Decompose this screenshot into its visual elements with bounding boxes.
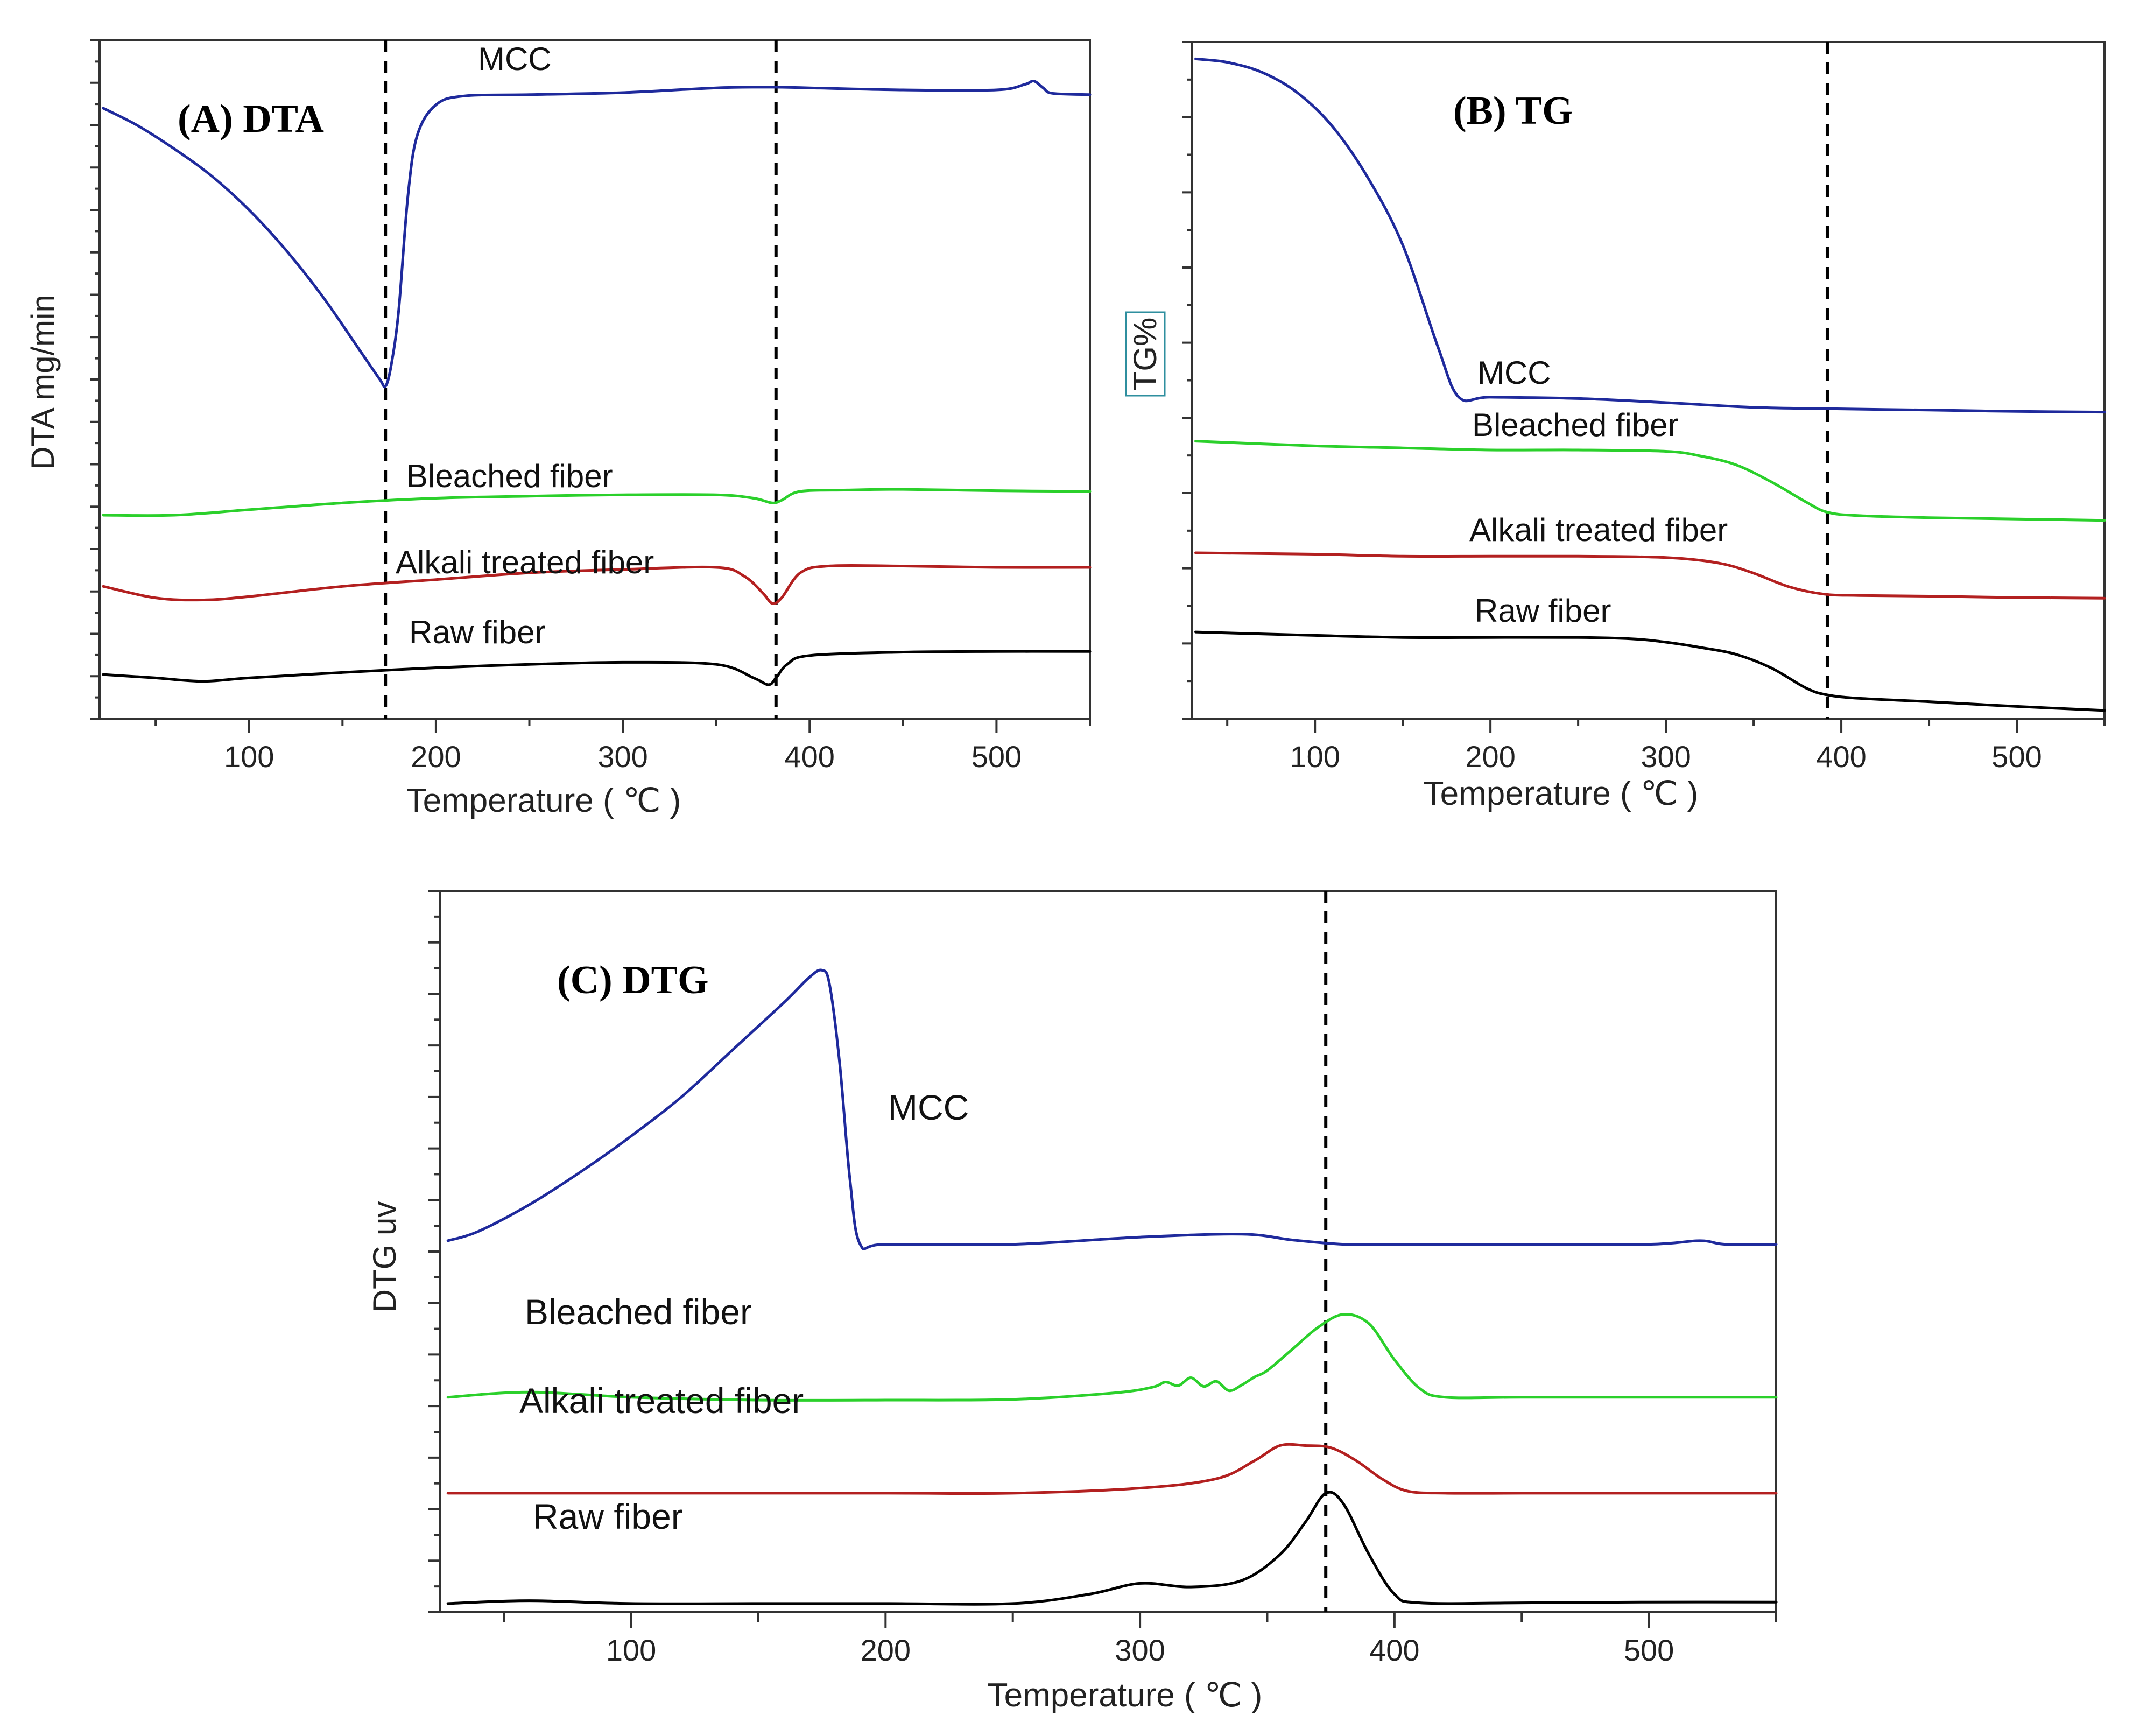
panel-c-x-tick-label: 100 (606, 1633, 656, 1667)
panel-a-series-bleached-fiber (102, 488, 1092, 517)
panel-b-tg: (B) TG 100 200 300 400 500 MCC Bleached fibe… (1125, 41, 2106, 812)
panel-a-x-tick-label: 400 (785, 740, 835, 774)
panel-b-label-alkali: Alkali treated fiber (1469, 512, 1728, 548)
panel-c-series-bleached-fiber (446, 1312, 1778, 1402)
panel-a-label-mcc: MCC (478, 41, 552, 77)
panel-c-x-tick-label: 400 (1369, 1633, 1419, 1667)
panel-b-label-raw: Raw fiber (1475, 593, 1611, 629)
panel-b-title: (B) TG (1453, 89, 1573, 133)
panel-c-x-tick-label: 300 (1115, 1633, 1165, 1667)
panel-c-y-axis-label: DTG uv (367, 1201, 403, 1313)
panel-b-y-axis-label: TG% (1127, 318, 1163, 391)
panel-a-plot-area: 100 200 300 400 500 (90, 39, 1092, 774)
panel-c-label-raw: Raw fiber (533, 1496, 683, 1536)
panel-b-x-tick-label: 200 (1465, 740, 1515, 774)
panel-a-x-tick-label: 300 (597, 740, 647, 774)
panel-c-x-tick-label: 200 (861, 1633, 911, 1667)
panel-b-series-alkali-treated-fiber (1194, 551, 2106, 600)
panel-a-series-mcc (102, 79, 1092, 389)
panel-c-label-bleached: Bleached fiber (525, 1292, 752, 1332)
panel-a-label-alkali: Alkali treated fiber (396, 544, 654, 580)
panel-b-x-axis-label: Temperature ( ℃ ) (1424, 775, 1699, 812)
panel-b-x-tick-label: 300 (1641, 740, 1691, 774)
panel-b-series-raw-fiber (1194, 630, 2106, 712)
panel-c-dtg: (C) DTG 100 200 300 400 500 MCC Bleached fib… (367, 890, 1778, 1714)
panel-a-frame (98, 39, 1091, 720)
panel-a-x-tick-label: 100 (224, 740, 274, 774)
panel-c-series-mcc (446, 968, 1778, 1250)
panel-c-series-raw-fiber (446, 1491, 1778, 1606)
panel-a-label-raw: Raw fiber (409, 614, 545, 650)
panel-a-x-tick-label: 500 (972, 740, 1022, 774)
panel-a-y-axis-label: DTA mg/min (25, 294, 61, 470)
panel-b-x-tick-label: 100 (1290, 740, 1340, 774)
panel-b-frame (1191, 41, 2106, 720)
panel-b-series-mcc (1194, 57, 2106, 414)
panel-a-title: (A) DTA (178, 97, 324, 141)
panel-a-x-tick-label: 200 (411, 740, 461, 774)
panel-b-y-axis-label-box (1125, 311, 1166, 397)
panel-c-title: (C) DTG (557, 958, 709, 1002)
panel-a-series-alkali-treated-fiber (102, 564, 1092, 605)
panel-c-x-tick-label: 500 (1624, 1633, 1674, 1667)
panel-c-label-alkali: Alkali treated fiber (519, 1381, 804, 1421)
panel-c-plot-area: 100 200 300 400 500 (428, 890, 1778, 1667)
panel-b-series-bleached-fiber (1194, 440, 2106, 522)
panel-c-x-axis-label: Temperature ( ℃ ) (988, 1677, 1263, 1714)
panel-b-plot-area: 100 200 300 400 500 (1182, 41, 2106, 774)
panel-b-x-tick-label: 500 (1991, 740, 2042, 774)
panel-b-label-mcc: MCC (1477, 355, 1551, 391)
panel-a-dta: (A) DTA 100 200 300 400 500 MCC Bleached fib… (25, 39, 1092, 819)
panel-a-label-bleached: Bleached fiber (406, 458, 613, 494)
panel-c-series-alkali-treated-fiber (446, 1443, 1778, 1495)
panel-a-series-raw-fiber (102, 650, 1092, 686)
panel-c-label-mcc: MCC (888, 1087, 969, 1127)
panel-b-x-tick-label: 400 (1816, 740, 1866, 774)
panel-b-label-bleached: Bleached fiber (1472, 407, 1679, 443)
panel-a-x-axis-label: Temperature ( ℃ ) (406, 782, 681, 819)
